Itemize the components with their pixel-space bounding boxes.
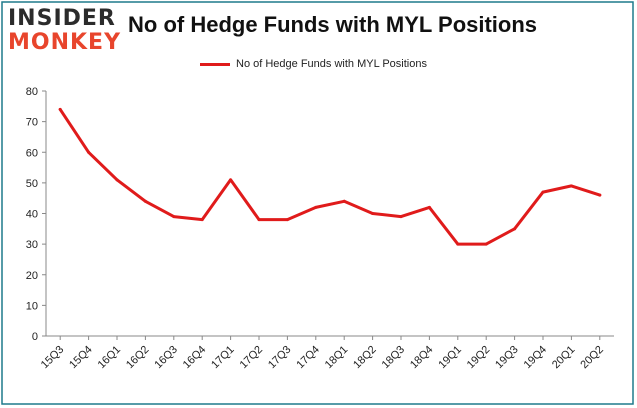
x-tick-label: 17Q1 <box>209 344 237 372</box>
x-tick-label: 19Q3 <box>493 344 521 372</box>
data-point <box>456 242 460 246</box>
data-point <box>257 218 261 222</box>
data-point <box>371 212 375 215</box>
x-tick-label: 20Q1 <box>550 344 578 372</box>
x-tick-label: 15Q4 <box>67 344 95 372</box>
x-tick-label: 18Q1 <box>323 344 351 372</box>
insider-monkey-logo: INSIDER MONKEY <box>8 6 122 56</box>
x-tick-label: 17Q2 <box>238 344 266 372</box>
x-tick-label: 16Q3 <box>152 344 180 372</box>
y-tick-label: 30 <box>26 239 38 251</box>
chart-title: No of Hedge Funds with MYL Positions <box>128 12 538 37</box>
x-tick-label: 18Q3 <box>380 344 408 372</box>
x-tick-label: 16Q4 <box>181 344 209 372</box>
data-point <box>115 178 119 182</box>
x-tick-label: 16Q2 <box>124 344 152 372</box>
series-line <box>58 107 602 246</box>
chart-legend: No of Hedge Funds with MYL Positions <box>200 57 427 71</box>
x-tick-label: 20Q2 <box>578 344 606 372</box>
data-point <box>513 227 517 231</box>
x-tick-label: 17Q4 <box>294 344 322 372</box>
x-tick-label: 19Q2 <box>465 344 493 372</box>
logo-text-monkey: MONKEY <box>8 30 122 55</box>
data-point <box>314 205 318 209</box>
series-marks <box>58 107 602 246</box>
x-tick-label: 17Q3 <box>266 344 294 372</box>
x-tick-label: 15Q3 <box>39 344 67 372</box>
y-tick-label: 40 <box>26 209 38 221</box>
legend-label: No of Hedge Funds with MYL Positions <box>236 58 427 70</box>
x-tick-label: 19Q4 <box>522 344 550 372</box>
data-point <box>87 150 91 154</box>
y-tick-label: 50 <box>26 178 38 190</box>
data-point <box>143 199 147 203</box>
data-point <box>285 218 289 222</box>
x-tick-label: 18Q2 <box>351 344 379 372</box>
data-point <box>427 205 431 209</box>
data-point <box>200 218 204 222</box>
data-point <box>58 107 62 111</box>
y-tick-label: 0 <box>32 331 38 343</box>
y-tick-label: 10 <box>26 300 38 312</box>
y-tick-label: 70 <box>26 117 38 129</box>
data-point <box>342 199 346 203</box>
data-point <box>484 242 488 246</box>
y-tick-label: 80 <box>26 86 38 98</box>
data-point <box>598 193 602 197</box>
y-tick-label: 60 <box>26 147 38 159</box>
logo-text-insider: INSIDER <box>8 6 116 31</box>
data-point <box>229 178 233 182</box>
x-tick-label: 19Q1 <box>436 344 464 372</box>
axes: 0 10 20 30 40 50 60 70 80 15Q3 15Q4 16Q1 16Q2 16Q3 16Q… <box>26 86 614 371</box>
x-tick-label: 16Q1 <box>96 344 124 372</box>
data-point <box>172 215 176 219</box>
data-point <box>541 190 545 194</box>
x-tick-label: 18Q4 <box>408 344 436 372</box>
legend-swatch <box>200 62 230 66</box>
data-point <box>399 215 403 219</box>
y-tick-label: 20 <box>26 270 38 282</box>
data-point <box>569 184 573 188</box>
